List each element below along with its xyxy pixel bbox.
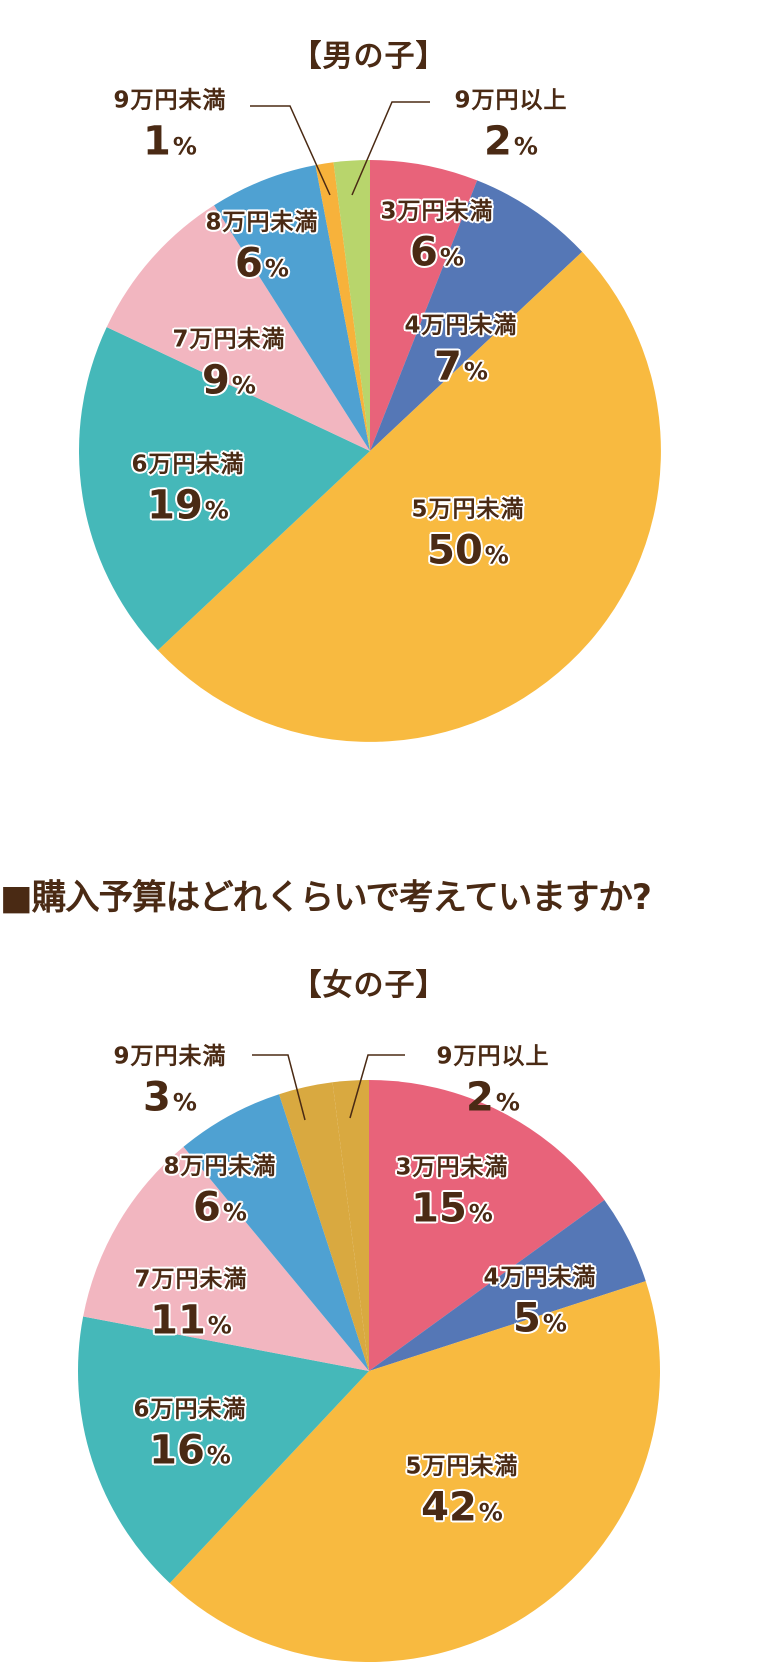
pie-slice-9万円未満 — [315, 162, 370, 451]
girl-pie-slices — [78, 1080, 661, 1662]
pie-slice-5万円未満 — [169, 1281, 661, 1662]
pie-slice-8万円未満 — [183, 1094, 369, 1371]
pie-slice-8万円未満 — [214, 165, 370, 451]
boy-leader-line-9-over — [351, 101, 430, 196]
pie-slice-3万円未満 — [370, 160, 478, 451]
question-heading: ■購入予算はどれくらいで考えていますか? — [0, 878, 652, 918]
pie-slice-4万円未満 — [369, 1199, 646, 1371]
boy-leader-line-9-under — [250, 105, 331, 196]
pie-slice-9万円以上 — [332, 1080, 369, 1371]
pie-slice-9万円以上 — [333, 160, 370, 451]
boy-chart-title: 【男の子】 — [291, 39, 447, 74]
boy-pie-slices — [79, 160, 661, 742]
boy-pie-chart — [79, 101, 661, 742]
pie-slice-7万円未満 — [106, 205, 371, 451]
pie-slice-3万円未満 — [369, 1080, 605, 1371]
girl-chart-title: 【女の子】 — [291, 968, 447, 1003]
girl-pie-chart — [78, 1054, 661, 1662]
pie-slice-9万円未満 — [279, 1082, 369, 1371]
pie-slice-6万円未満 — [78, 1316, 370, 1584]
girl-leader-line-9-under — [252, 1054, 306, 1121]
girl-leader-line-9-over — [349, 1054, 405, 1119]
pie-slice-5万円未満 — [157, 251, 661, 742]
pie-slice-6万円未満 — [79, 327, 370, 651]
pie-slice-7万円未満 — [83, 1146, 369, 1371]
pie-slice-4万円未満 — [370, 180, 583, 451]
